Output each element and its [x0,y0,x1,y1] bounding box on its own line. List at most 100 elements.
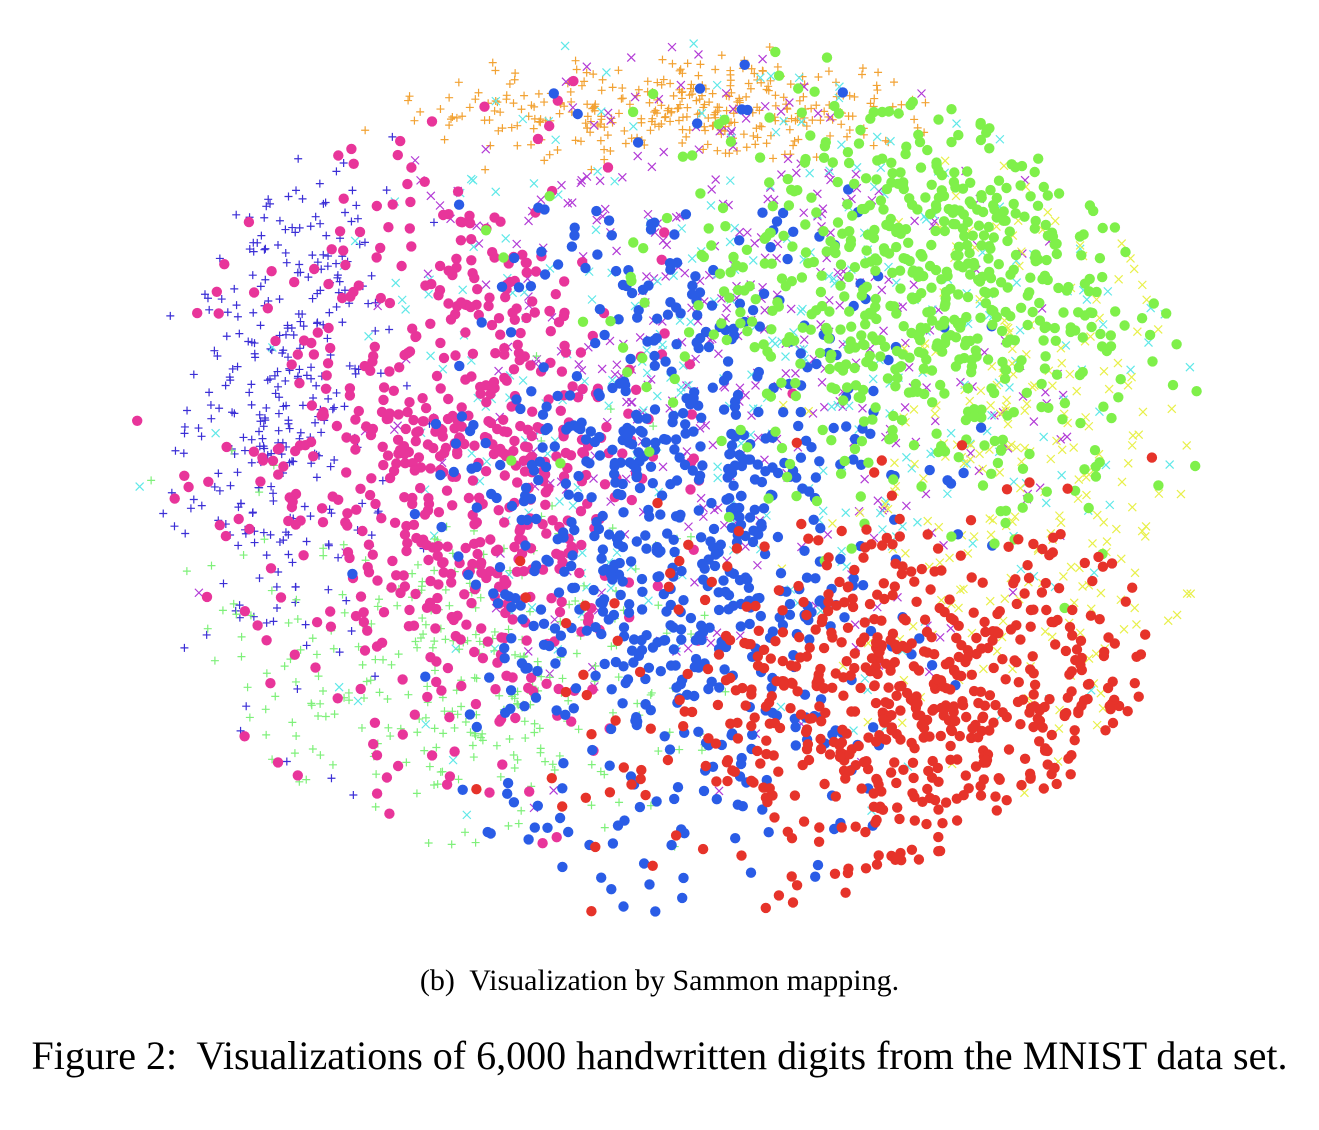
data-point [980,626,991,638]
data-point [935,558,945,568]
data-point [364,331,373,341]
data-point [577,316,589,327]
data-point [696,493,706,503]
data-point [564,696,573,705]
data-point [431,676,442,688]
data-point [332,167,341,176]
data-point [765,43,774,52]
data-point [645,98,654,107]
data-point [272,582,281,591]
data-point [530,266,542,277]
data-point [995,468,1005,477]
data-point [868,385,879,397]
data-point [318,410,329,421]
data-point [678,595,689,606]
data-point [665,620,676,631]
data-point [535,604,547,615]
data-point [474,88,483,97]
data-point [599,329,610,341]
data-point [945,330,956,341]
data-point [631,409,642,421]
data-point [483,416,494,427]
data-point [904,193,915,204]
data-point [568,75,579,87]
data-point [649,404,661,415]
data-point [877,540,888,551]
data-point [987,635,998,646]
data-point [495,691,504,700]
data-point [379,655,388,664]
data-point [506,602,517,613]
data-point [901,452,911,462]
data-point [560,709,571,720]
data-point [929,649,940,660]
data-point [778,680,790,691]
data-point [556,366,568,377]
data-point [908,440,920,451]
data-point [821,560,833,571]
data-point [934,522,944,532]
data-point [852,162,862,172]
data-point [496,772,505,781]
data-point [891,690,902,701]
data-point [1005,383,1014,392]
data-point [315,179,324,188]
data-point [563,421,575,432]
data-point [1025,771,1036,783]
data-point [950,715,961,727]
data-point [720,221,731,232]
data-point [441,779,453,790]
data-point [657,101,666,110]
data-point [247,400,256,409]
data-point [1095,328,1106,340]
data-point [654,601,663,610]
data-point [413,643,422,652]
data-point [1023,492,1034,504]
data-point [596,628,607,640]
data-point [467,348,479,359]
data-point [558,674,567,683]
data-point [540,424,551,436]
data-point [796,107,807,118]
data-point [894,265,906,276]
data-point [1039,432,1049,442]
data-point [312,381,321,390]
data-point [466,371,477,382]
data-point [1122,706,1133,717]
data-point [877,285,887,295]
data-point [953,289,964,300]
data-point [746,84,755,93]
data-point [594,450,606,461]
data-point [687,280,698,291]
data-point [675,624,687,635]
data-point [1113,392,1124,403]
data-point [688,426,699,437]
data-point [335,277,344,286]
data-point [502,777,514,789]
data-point [722,472,733,483]
data-point [667,107,676,116]
data-point [729,460,741,471]
data-point [605,316,616,327]
data-point [657,80,666,89]
data-point [544,640,555,652]
data-point [291,582,300,591]
data-point [1028,689,1039,700]
data-point [682,381,691,390]
data-point [402,537,413,549]
data-point [758,288,770,299]
data-point [272,757,284,768]
data-point [694,83,706,94]
data-point [744,618,755,630]
data-point [816,300,828,312]
data-point [693,400,704,411]
data-point [658,635,670,646]
data-point [677,88,686,97]
data-point [661,434,672,445]
data-point [885,767,897,778]
data-point [719,664,730,675]
data-point [1088,205,1099,217]
data-point [560,618,572,629]
data-point [909,576,920,587]
data-point [331,420,343,432]
